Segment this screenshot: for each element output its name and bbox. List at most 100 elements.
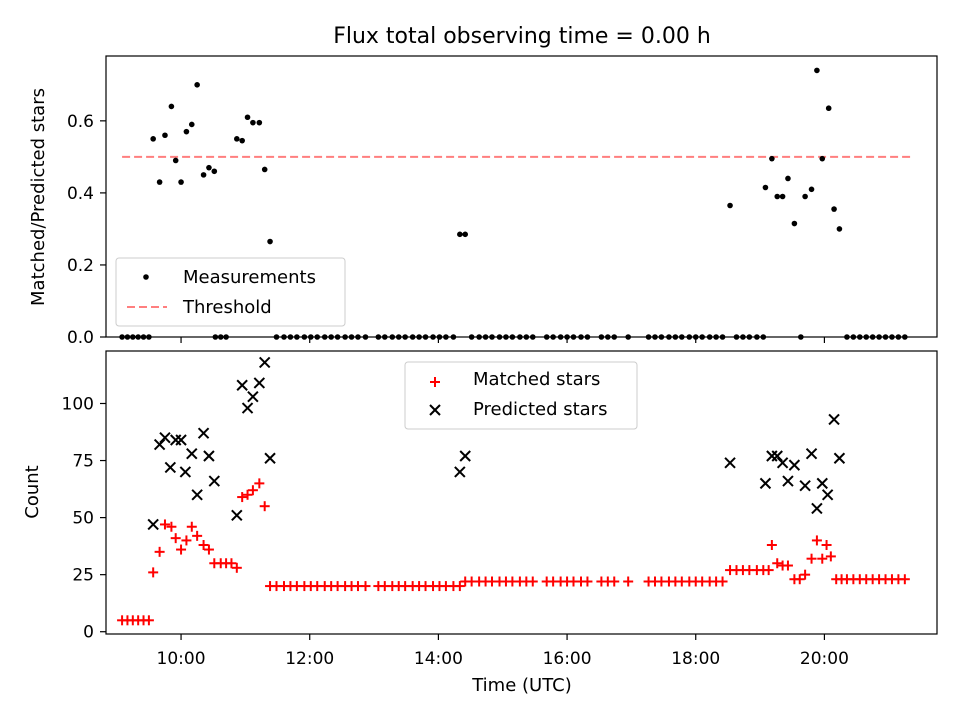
legend-matched-label: Matched stars [473, 369, 600, 390]
count-y-tick-label: 25 [72, 566, 94, 586]
predicted-star-point [191, 489, 203, 501]
matched-star-point [817, 553, 828, 564]
ratio-panel: Matched/Predicted stars 0.0 0.2 0.4 0.6 Mea… [28, 55, 938, 348]
count-legend-box [404, 361, 638, 430]
matched-star-point [159, 519, 170, 530]
matched-star-point [806, 553, 817, 564]
measurement-point [727, 202, 733, 209]
matched-star-point [226, 558, 237, 569]
predicted-star-point [253, 377, 266, 389]
predicted-star-point [805, 447, 818, 460]
measurement-point [462, 231, 469, 238]
matched-star-point [198, 539, 209, 550]
predicted-star-point [197, 427, 210, 439]
ratio-y-tick-label: 0.2 [67, 256, 94, 276]
legend-measurements-label: Measurements [183, 267, 316, 288]
measurement-point [808, 186, 815, 193]
matched-star-point [148, 567, 159, 578]
measurement-point [785, 175, 791, 182]
measurement-point [168, 103, 175, 110]
matched-star-point [166, 521, 177, 532]
count-x-tick-label: 10:00 [157, 649, 206, 669]
matched-star-point [766, 539, 777, 550]
predicted-stars-series [147, 356, 846, 531]
predicted-star-point [759, 477, 772, 490]
matched-star-point [237, 492, 248, 503]
count-panel: Count 0 25 50 75 100 10:00 12:00 14:00 16:00 18:… [22, 350, 938, 696]
measurement-point [769, 155, 775, 162]
predicted-star-point [454, 466, 466, 478]
predicted-star-point [771, 450, 783, 462]
predicted-star-point [788, 459, 801, 471]
matched-star-point [247, 485, 258, 496]
measurement-point [814, 67, 820, 74]
measurement-point [250, 119, 256, 126]
predicted-star-point [147, 518, 159, 531]
predicted-star-point [816, 477, 828, 490]
matched-star-point [454, 581, 465, 592]
ratio-y-axis: 0.0 0.2 0.4 0.6 [67, 112, 106, 348]
predicted-star-point [833, 452, 846, 464]
predicted-star-point [186, 447, 198, 460]
ratio-y-tick-label: 0.4 [67, 184, 94, 204]
measurement-point [457, 231, 463, 238]
matched-star-point [772, 558, 783, 569]
measurement-point [234, 136, 240, 142]
predicted-star-point [724, 457, 736, 469]
count-y-tick-label: 50 [72, 509, 94, 529]
measurement-point [194, 82, 200, 88]
matched-star-point [360, 581, 371, 592]
predicted-star-point [247, 390, 259, 403]
measurement-point [261, 166, 268, 173]
matched-star-point [527, 576, 538, 587]
measurement-point [762, 184, 769, 191]
predicted-star-point [799, 479, 811, 492]
measurement-point [178, 179, 184, 185]
measurement-point [244, 114, 251, 121]
ratio-legend: Measurements Threshold [115, 257, 346, 327]
measurement-point [172, 157, 179, 164]
count-x-tick-label: 16:00 [543, 649, 592, 669]
predicted-star-point [459, 450, 471, 462]
matched-star-point [203, 544, 214, 555]
predicted-star-point [203, 450, 215, 462]
predicted-star-point [258, 356, 271, 369]
measurement-point [802, 193, 808, 200]
matched-star-point [899, 574, 910, 585]
matched-star-point [582, 576, 593, 587]
count-plot-frame [105, 350, 938, 635]
measurement-point [256, 119, 263, 126]
measurement-point [267, 238, 273, 245]
measurement-point [206, 164, 212, 171]
legend-threshold-label: Threshold [182, 297, 272, 318]
matched-star-point [154, 546, 165, 557]
matched-star-point [717, 576, 728, 587]
predicted-star-point [164, 461, 177, 474]
matched-star-point [782, 560, 793, 571]
count-x-tick-label: 18:00 [671, 649, 720, 669]
legend-predicted-marker [429, 404, 441, 416]
predicted-star-point [776, 457, 789, 469]
matched-star-point [800, 569, 811, 580]
predicted-star-point [241, 402, 254, 414]
matched-star-point [623, 576, 634, 587]
matched-star-point [825, 551, 836, 562]
matched-star-point [192, 530, 203, 541]
predicted-star-point [153, 438, 166, 451]
matched-star-point [811, 535, 822, 546]
ratio-y-tick-label: 0.6 [67, 112, 94, 132]
predicted-star-point [811, 502, 823, 515]
measurement-point [200, 172, 207, 178]
matched-star-point [794, 574, 805, 585]
measurement-point [188, 121, 195, 128]
ratio-legend-box [115, 257, 346, 327]
measurement-point [162, 132, 168, 139]
measurement-point [239, 137, 245, 144]
matched-star-point [181, 535, 192, 546]
matched-star-point [609, 576, 620, 587]
measurement-point [791, 220, 798, 227]
predicted-star-point [175, 434, 187, 446]
legend-matched-marker [430, 377, 440, 387]
